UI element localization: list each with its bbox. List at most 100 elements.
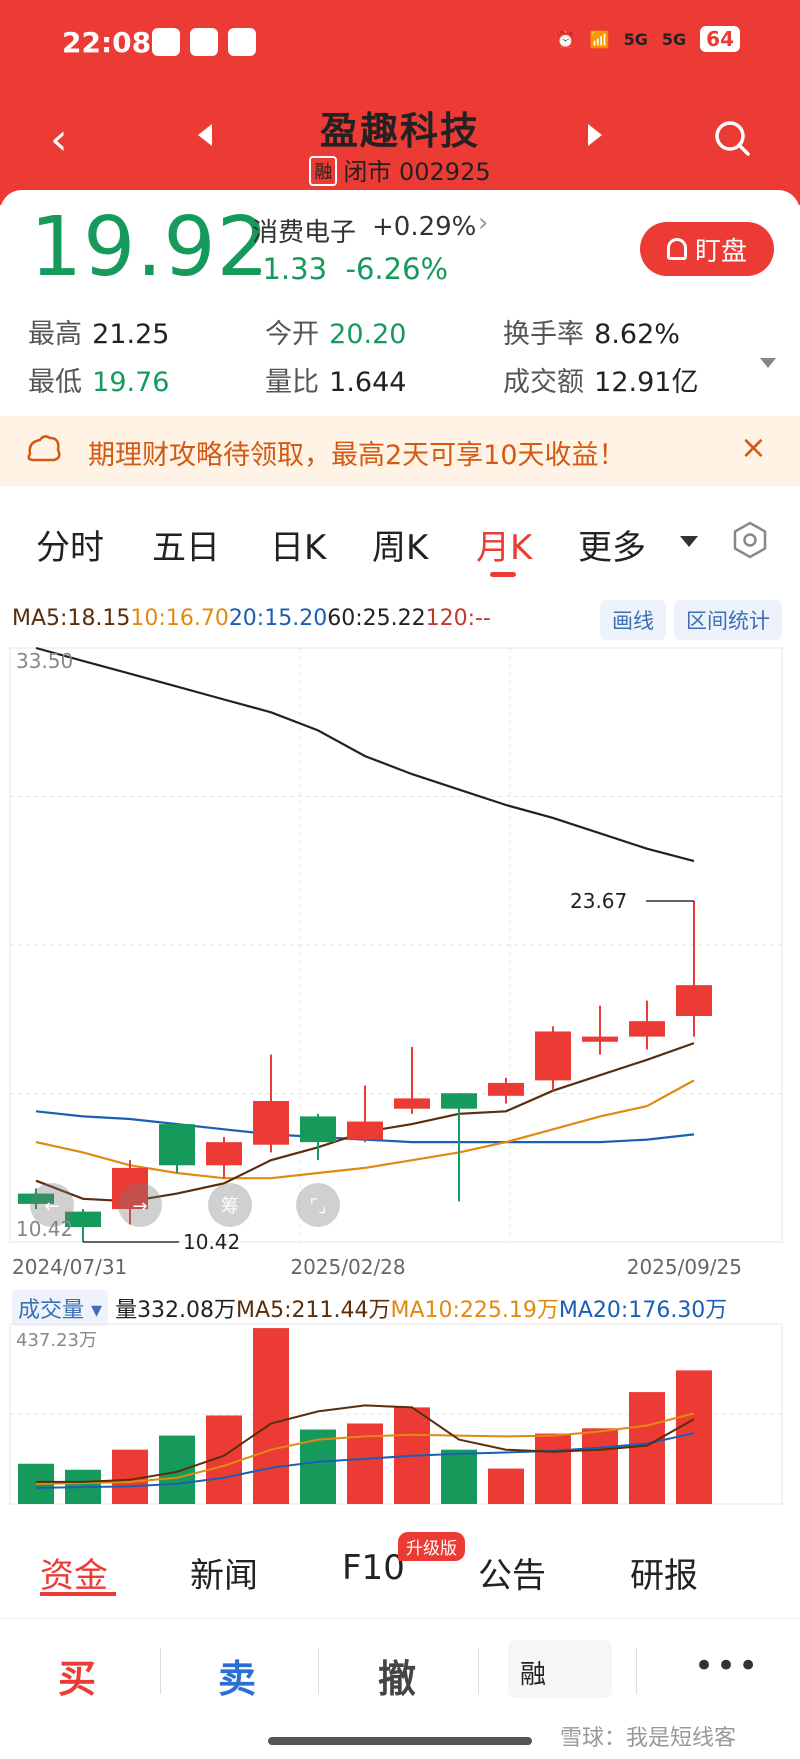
draw-line-button[interactable]: 画线 xyxy=(600,600,666,640)
promo-text[interactable]: 期理财攻略待领取，最高2天可享10天收益！ xyxy=(88,440,626,471)
volume-indicator-dropdown[interactable]: 成交量 ▾ xyxy=(12,1290,109,1326)
chevron-right-icon[interactable]: › xyxy=(478,208,489,238)
rong-badge: 融 xyxy=(309,156,338,186)
tab-daily-k[interactable]: 日K xyxy=(270,528,327,568)
candle-body xyxy=(18,1193,54,1204)
candle xyxy=(18,1188,54,1210)
volume-bar xyxy=(441,1449,477,1504)
next-stock-icon[interactable] xyxy=(588,124,602,146)
wifi-icon: 📶 xyxy=(589,29,610,49)
tab-f10[interactable]: F10 xyxy=(342,1548,405,1588)
candle xyxy=(65,1209,101,1242)
divider xyxy=(636,1648,637,1694)
y-min-label: 10.42 xyxy=(16,1217,73,1241)
volume-chart[interactable]: 437.23万 xyxy=(0,1318,800,1514)
candle-body xyxy=(676,985,712,1017)
promo-icon xyxy=(27,435,61,462)
x-axis-label: 2025/09/25 xyxy=(627,1255,742,1279)
stat-label: 最低 xyxy=(28,367,82,398)
volume-bar xyxy=(582,1428,618,1504)
volume-bar xyxy=(253,1328,289,1504)
stat-amount: 成交额 12.91亿 xyxy=(503,360,698,399)
upgrade-badge: 升级版 xyxy=(398,1532,465,1561)
chart-control[interactable]: ⌜⌟ xyxy=(296,1183,340,1227)
sector-change[interactable]: +0.29% xyxy=(372,212,477,242)
stock-name: 盈趣科技 xyxy=(319,109,480,153)
tab-research[interactable]: 研报 xyxy=(630,1556,698,1596)
promo-banner[interactable] xyxy=(0,416,800,486)
status-system-icons: ⏰ 📶 5G 5G 64 xyxy=(556,26,740,52)
tab-announcements[interactable]: 公告 xyxy=(478,1556,546,1596)
volume-bar xyxy=(159,1435,195,1504)
stat-value: 19.76 xyxy=(92,367,170,398)
stat-turnover: 换手率 8.62% xyxy=(503,312,680,351)
tab-capital[interactable]: 资金 xyxy=(40,1556,108,1596)
stat-label: 成交额 xyxy=(503,367,584,398)
control-circle xyxy=(30,1183,74,1227)
candle xyxy=(676,900,712,1037)
settings-icon[interactable] xyxy=(730,520,770,560)
ma120-value: 120:-- xyxy=(425,606,491,631)
sell-button[interactable]: 卖 xyxy=(218,1657,257,1701)
margin-button[interactable]: 融 xyxy=(508,1640,612,1698)
candle-body xyxy=(347,1121,383,1140)
stat-value: 1.644 xyxy=(329,367,407,398)
chart-control[interactable]: → xyxy=(118,1183,162,1227)
candle-body xyxy=(112,1167,148,1210)
chart-control[interactable]: ← xyxy=(30,1183,74,1227)
dropdown-icon[interactable] xyxy=(680,536,698,547)
tab-underline xyxy=(490,572,516,577)
candle xyxy=(441,1093,477,1202)
chart-control[interactable]: 筹 xyxy=(208,1183,252,1227)
tab-intraday[interactable]: 分时 xyxy=(36,528,104,568)
search-icon[interactable] xyxy=(712,118,752,158)
candle-body xyxy=(394,1098,430,1109)
price-change: -1.33 -6.26% xyxy=(252,252,448,286)
tab-news[interactable]: 新闻 xyxy=(190,1556,258,1596)
stock-status-code: 融闭市 002925 xyxy=(0,152,800,187)
candle-body xyxy=(535,1031,571,1081)
ma60-line xyxy=(35,646,695,863)
more-icon[interactable]: ••• xyxy=(694,1646,761,1686)
tab-more[interactable]: 更多 xyxy=(578,528,646,568)
alipay-icon xyxy=(228,28,256,56)
vol-ma10: MA10:225.19万 xyxy=(390,1298,559,1323)
range-stats-button[interactable]: 区间统计 xyxy=(674,600,782,640)
candle-body xyxy=(488,1082,524,1096)
volume-label: 成交量 xyxy=(18,1298,85,1323)
tab-weekly-k[interactable]: 周K xyxy=(372,528,429,568)
divider xyxy=(478,1648,479,1694)
prev-stock-icon[interactable] xyxy=(198,124,212,146)
cancel-order-button[interactable]: 撤 xyxy=(378,1657,417,1701)
kline-chart[interactable]: 23.67 10.42 33.50 10.42 2024/07/31 2025/02/28… xyxy=(0,640,800,1290)
home-indicator[interactable] xyxy=(268,1737,532,1745)
ma-legend: MA5:18.1510:16.7020:15.2060:25.22120:-- xyxy=(12,606,491,631)
stat-value: 12.91亿 xyxy=(594,367,699,398)
close-icon[interactable]: × xyxy=(740,428,767,466)
y-max-label: 33.50 xyxy=(16,649,73,673)
watch-label: 盯盘 xyxy=(694,236,747,267)
watch-button[interactable]: 盯盘 xyxy=(640,222,774,276)
vol-ma10-line xyxy=(35,1412,695,1485)
sector-name[interactable]: 消费电子 xyxy=(252,218,357,248)
tab-five-day[interactable]: 五日 xyxy=(152,528,220,568)
candle xyxy=(300,1113,336,1161)
ma20-value: 20:15.20 xyxy=(228,606,328,631)
candle xyxy=(112,1160,148,1225)
volume-legend: 成交量 ▾ 量332.08万MA5:211.44万MA10:225.19万MA2… xyxy=(12,1290,727,1326)
candle-body xyxy=(159,1124,195,1166)
candle xyxy=(582,1005,618,1055)
volume-max-label: 437.23万 xyxy=(16,1330,97,1351)
tab-monthly-k[interactable]: 月K xyxy=(476,528,533,568)
back-icon[interactable]: ‹ xyxy=(50,114,68,165)
volume-bar xyxy=(535,1433,571,1504)
candle xyxy=(159,1124,195,1174)
ma5-value: MA5:18.15 xyxy=(12,606,131,631)
stat-open: 今开 20.20 xyxy=(265,312,406,351)
buy-button[interactable]: 买 xyxy=(58,1657,97,1701)
high-marker-label: 23.67 xyxy=(570,889,627,913)
expand-icon[interactable] xyxy=(760,358,776,368)
volume-bar xyxy=(629,1392,665,1504)
stat-value: 8.62% xyxy=(594,319,680,350)
control-icon: → xyxy=(132,1196,147,1217)
